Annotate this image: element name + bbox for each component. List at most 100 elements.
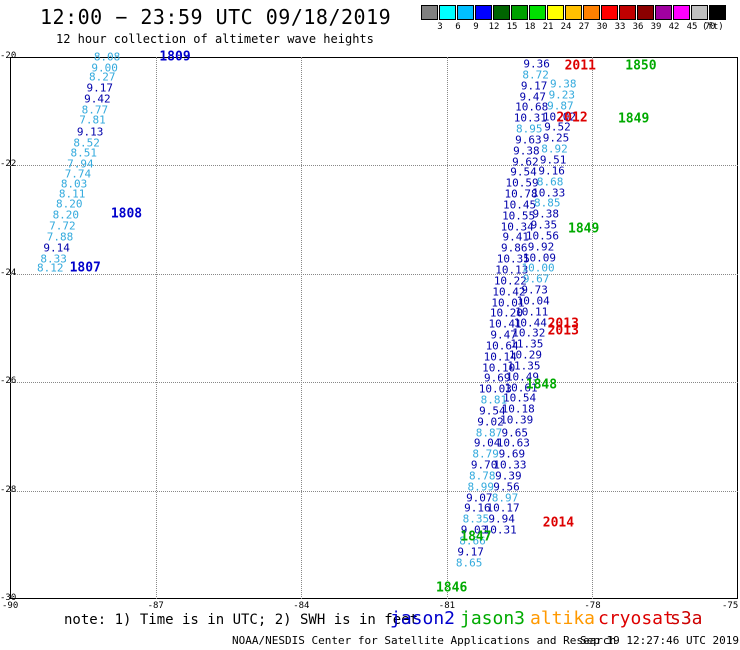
wave-height-value: 9.04 (473, 436, 501, 450)
color-scale-swatch (691, 5, 708, 20)
color-scale-label: 30 (596, 22, 608, 32)
color-scale-label: 3 (437, 22, 443, 32)
wave-height-value: 10.00 (521, 261, 555, 275)
color-scale-label: 36 (632, 22, 644, 32)
footer-credit: NOAA/NESDIS Center for Satellite Applica… (232, 634, 617, 647)
latitude-tick-label: -22 (0, 159, 17, 170)
color-scale-swatch (493, 5, 510, 20)
color-scale-swatch (583, 5, 600, 20)
color-scale-swatch (421, 5, 438, 20)
wave-height-value: 7.88 (46, 230, 74, 244)
latitude-tick-label: -30 (0, 593, 17, 603)
wave-height-value: 9.62 (512, 155, 539, 169)
pass-number-label: 2012 (556, 110, 588, 126)
wave-height-value: 9.70 (470, 458, 498, 472)
pass-number-label: 1846 (435, 580, 468, 596)
color-scale-label: 24 (560, 22, 572, 32)
wave-height-value: 11.35 (507, 359, 541, 373)
color-scale-label: 39 (650, 22, 662, 32)
wave-height-value: 8.72 (522, 68, 549, 82)
map-title: 12:00 − 23:59 UTC 09/18/2019 (40, 5, 392, 29)
wave-height-value: 10.03 (478, 382, 512, 396)
color-scale-swatch (565, 5, 582, 20)
color-scale-swatch (619, 5, 636, 20)
wave-height-value: 9.94 (488, 512, 515, 526)
wave-height-value: 10.31 (483, 523, 517, 537)
wave-height-value: 10.34 (500, 220, 534, 234)
satellite-legend-jason3: jason3 (460, 608, 526, 629)
wave-height-value: 9.16 (464, 501, 491, 515)
color-scale-label: 45 (686, 22, 698, 32)
wave-height-value: 10.32 (512, 326, 546, 340)
color-scale-label: 27 (578, 22, 590, 32)
wave-height-value: 9.38 (550, 77, 577, 91)
pass-number-label: 2013 (547, 323, 579, 339)
wave-height-value: 9.14 (43, 241, 70, 255)
wave-height-value: 10.31 (513, 111, 547, 125)
wave-height-value: 9.03 (460, 523, 488, 537)
wave-height-value: 9.41 (502, 230, 529, 244)
wave-height-value: 9.47 (490, 328, 517, 342)
color-scale-label: 15 (506, 22, 518, 32)
wave-height-value: 8.08 (93, 50, 121, 64)
color-scale-swatch (475, 5, 492, 20)
longitude-tick-label: -90 (2, 601, 19, 611)
map-frame (10, 57, 738, 599)
pass-number-label: 1848 (525, 377, 558, 393)
wave-height-value: 9.17 (457, 545, 484, 559)
wave-height-value: 9.02 (477, 415, 504, 429)
wave-height-value: 10.33 (532, 186, 566, 199)
wave-height-value: 9.17 (520, 79, 548, 93)
satellite-legend-jason2: jason2 (390, 608, 456, 629)
color-scale-label: 12 (488, 22, 500, 32)
latitude-gridline (10, 273, 738, 275)
wave-height-value: 9.36 (523, 57, 550, 71)
wave-height-value: 10.33 (493, 458, 527, 472)
latitude-tick-label: -24 (0, 267, 17, 278)
wave-height-value: 10.04 (516, 294, 550, 308)
color-scale-swatch (439, 5, 456, 20)
color-scale-label: 33 (614, 22, 626, 32)
wave-height-value: 8.87 (475, 426, 503, 440)
wave-height-value: 8.51 (70, 146, 98, 160)
color-scale-swatch (457, 5, 474, 20)
wave-height-value: 10.01 (491, 296, 525, 310)
pass-number-label: 1808 (110, 206, 143, 222)
wave-height-value: 10.20 (489, 306, 524, 320)
footer-timestamp: Sep 19 12:27:46 UTC 2019 (580, 634, 739, 647)
color-scale-label: 18 (524, 22, 536, 32)
latitude-tick-label: -28 (0, 484, 17, 495)
pass-number-label: 1849 (568, 221, 600, 237)
color-scale-swatch (637, 5, 654, 20)
longitude-gridline (446, 57, 448, 599)
wave-height-value: 8.92 (541, 142, 568, 156)
wave-height-value: 9.39 (495, 469, 522, 483)
wave-height-value: 8.99 (467, 480, 495, 494)
wave-height-value: 10.22 (493, 274, 527, 288)
wave-height-value: 8.95 (516, 122, 543, 136)
wave-height-value: 10.63 (496, 436, 530, 450)
wave-height-value: 9.69 (498, 447, 526, 461)
wave-height-value: 10.13 (495, 263, 529, 277)
wave-height-value: 9.23 (548, 88, 576, 102)
wave-height-value: 9.13 (76, 125, 104, 139)
wave-height-value: 10.29 (508, 348, 542, 362)
wave-height-value: 10.41 (488, 317, 522, 331)
wave-height-value: 10.14 (483, 350, 517, 364)
wave-height-value: 7.74 (64, 167, 92, 181)
wave-height-value: 7.81 (79, 113, 106, 127)
wave-height-value: 10.61 (504, 381, 538, 395)
wave-height-value: 9.92 (527, 240, 555, 254)
wave-height-value: 8.66 (459, 534, 486, 548)
wave-height-value: 8.20 (55, 197, 83, 211)
wave-height-value: 9.52 (544, 120, 571, 134)
wave-height-value: 8.97 (491, 491, 519, 505)
satellite-legend-s3a: s3a (670, 608, 703, 629)
longitude-gridline (592, 57, 594, 599)
wave-height-value: 10.54 (503, 391, 537, 405)
wave-height-value: 8.81 (480, 393, 508, 407)
wave-height-value: 10.17 (486, 501, 520, 515)
wave-height-value: 10.64 (485, 339, 519, 353)
color-scale-label: 6 (455, 22, 461, 32)
wave-height-value: 10.42 (492, 285, 526, 299)
